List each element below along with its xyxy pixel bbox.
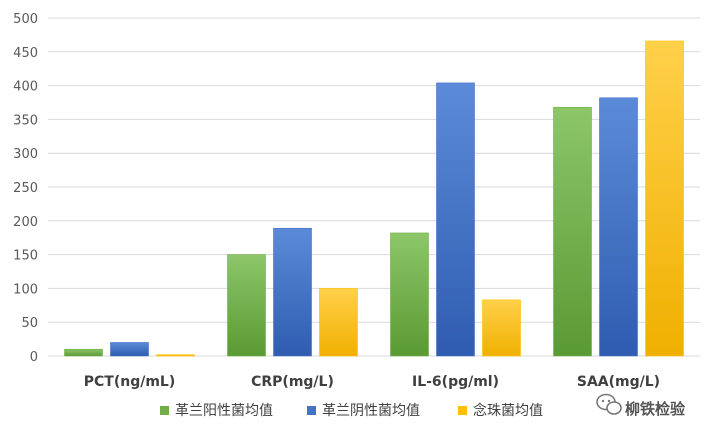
- legend-label: 革兰阳性菌均值: [175, 403, 273, 419]
- y-axis-ticks: 0 50 100 150 200 250 300 350 400 450 500: [13, 12, 38, 365]
- bar-念珠菌均值-SAA(mg/L): [645, 40, 684, 357]
- y-tick-label: 500: [13, 12, 38, 27]
- y-tick-label: 300: [13, 147, 38, 162]
- x-category-label: SAA(mg/L): [577, 374, 660, 390]
- y-tick-label: 250: [13, 181, 38, 196]
- bar-革兰阳性菌均值-IL-6(pg/ml): [390, 232, 429, 357]
- x-category-label: PCT(ng/mL): [84, 374, 176, 390]
- bar-革兰阳性菌均值-CRP(mg/L): [227, 254, 266, 357]
- y-tick-label: 350: [13, 113, 38, 128]
- y-tick-label: 150: [13, 249, 38, 264]
- x-category-label: IL-6(pg/ml): [412, 374, 499, 390]
- watermark: 柳铁检验: [596, 393, 686, 418]
- y-tick-label: 400: [13, 80, 38, 95]
- bar-革兰阴性菌均值-SAA(mg/L): [599, 97, 638, 357]
- x-category-label: CRP(mg/L): [251, 374, 334, 390]
- x-axis-categories: PCT(ng/mL) CRP(mg/L) IL-6(pg/ml) SAA(mg/L): [84, 374, 660, 390]
- gridlines: [48, 17, 700, 357]
- y-tick-label: 100: [13, 282, 38, 297]
- bar-念珠菌均值-PCT(ng/mL): [156, 354, 195, 357]
- bars: [64, 40, 684, 357]
- watermark-text: 柳铁检验: [625, 400, 686, 418]
- bar-念珠菌均值-IL-6(pg/ml): [482, 299, 521, 357]
- bar-革兰阴性菌均值-PCT(ng/mL): [110, 342, 149, 357]
- legend-label: 革兰阴性菌均值: [322, 403, 420, 419]
- bar-念珠菌均值-CRP(mg/L): [319, 288, 358, 357]
- y-tick-label: 200: [13, 215, 38, 230]
- bar-革兰阴性菌均值-CRP(mg/L): [273, 227, 312, 357]
- bar-革兰阳性菌均值-SAA(mg/L): [553, 106, 592, 357]
- y-tick-label: 0: [30, 350, 38, 365]
- wechat-icon: [596, 393, 622, 415]
- bar-革兰阴性菌均值-IL-6(pg/ml): [436, 82, 475, 357]
- legend: 革兰阳性菌均值 革兰阴性菌均值 念珠菌均值: [160, 402, 543, 419]
- legend-swatch: [458, 406, 467, 415]
- bar-革兰阳性菌均值-PCT(ng/mL): [64, 348, 103, 357]
- legend-swatch: [307, 406, 316, 415]
- legend-label: 念珠菌均值: [473, 402, 543, 419]
- y-tick-label: 450: [13, 46, 38, 61]
- legend-swatch: [160, 406, 169, 415]
- y-tick-label: 50: [21, 316, 38, 331]
